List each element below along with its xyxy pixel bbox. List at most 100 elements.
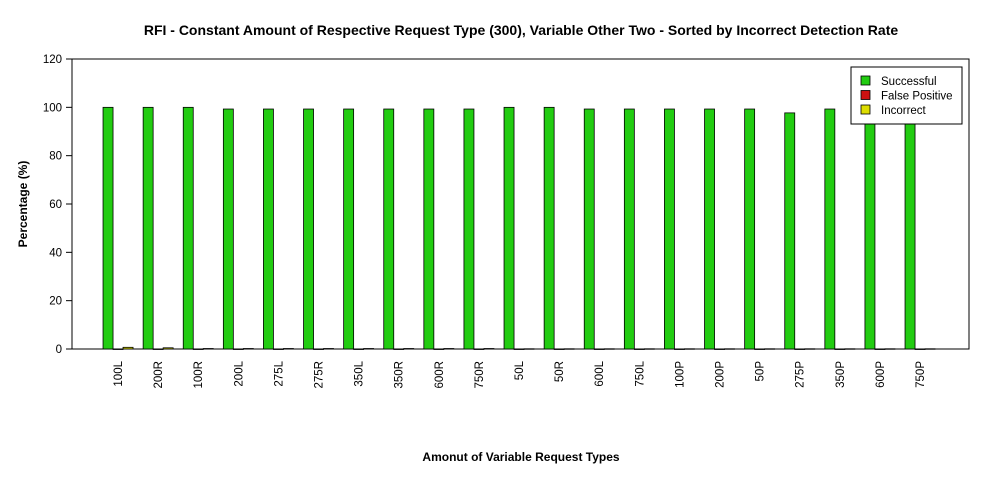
bar-false-positive	[112, 348, 124, 350]
bar-successful	[824, 108, 836, 350]
bar-successful	[543, 106, 555, 350]
legend-label: Successful	[881, 76, 937, 88]
bar-incorrect	[804, 348, 816, 350]
bar-false-positive	[714, 348, 725, 350]
bar-false-positive	[834, 348, 846, 350]
bar-false-positive	[593, 348, 605, 350]
x-tick-label: 350P	[835, 361, 847, 388]
bar-incorrect	[563, 348, 575, 350]
x-axis-label: Amonut of Variable Request Types	[422, 450, 619, 464]
bar-successful	[423, 108, 435, 350]
bars	[102, 106, 936, 350]
bar-incorrect	[643, 348, 655, 350]
x-tick-label: 350R	[394, 361, 406, 389]
y-tick-label: 20	[49, 296, 62, 308]
bar-incorrect	[684, 348, 695, 350]
x-tick-label: 600L	[594, 360, 606, 386]
bar-false-positive	[273, 348, 284, 350]
x-tick-label: 200R	[153, 361, 165, 389]
bar-incorrect	[483, 348, 495, 350]
bar-successful	[904, 108, 916, 350]
bar-successful	[383, 108, 395, 350]
bar-false-positive	[433, 348, 445, 350]
y-tick-label: 80	[49, 151, 62, 163]
legend-swatch	[860, 90, 871, 100]
bar-successful	[303, 108, 314, 350]
x-tick-label: 275R	[314, 361, 326, 389]
y-axis: 0 20 40 60 80 100 120	[43, 54, 72, 356]
x-tick-label: 100P	[674, 361, 686, 388]
bar-false-positive	[874, 348, 886, 350]
x-tick-label: 350L	[354, 360, 366, 386]
bar-incorrect	[443, 348, 455, 350]
legend: Successful False Positive Incorrect	[850, 66, 963, 125]
x-tick-label: 100R	[193, 361, 205, 389]
x-tick-label: 600R	[434, 361, 446, 389]
bar-false-positive	[232, 348, 244, 350]
bar-incorrect	[844, 348, 856, 350]
y-axis-label: Percentage (%)	[16, 161, 30, 248]
bar-successful	[102, 106, 114, 350]
bar-successful	[704, 108, 715, 350]
x-tick-label: 200P	[715, 361, 727, 388]
bar-false-positive	[473, 348, 485, 350]
y-tick-label: 60	[49, 199, 62, 211]
x-tick-label: 100L	[113, 360, 125, 386]
legend-swatch	[860, 75, 871, 86]
legend-label: False Positive	[881, 91, 953, 103]
bar-successful	[182, 106, 194, 350]
bar-successful	[463, 108, 475, 350]
bar-incorrect	[363, 348, 375, 350]
bar-incorrect	[162, 347, 174, 350]
bar-false-positive	[674, 348, 685, 350]
x-tick-label: 750L	[634, 360, 646, 386]
legend-swatch	[860, 104, 871, 115]
y-tick-label: 40	[49, 247, 62, 259]
bar-incorrect	[242, 348, 254, 350]
bar-successful	[583, 108, 595, 350]
bar-successful	[222, 108, 234, 350]
bar-incorrect	[724, 348, 735, 350]
bar-false-positive	[914, 348, 926, 350]
bar-incorrect	[523, 348, 535, 350]
bar-successful	[744, 108, 756, 350]
bar-successful	[864, 108, 876, 350]
bar-incorrect	[884, 348, 896, 350]
x-tick-label: 275P	[795, 361, 807, 388]
x-tick-label: 750R	[474, 361, 486, 389]
x-tick-label: 200L	[233, 360, 245, 386]
bar-false-positive	[152, 348, 164, 350]
bar-successful	[664, 108, 675, 350]
bar-false-positive	[192, 348, 204, 350]
bar-incorrect	[403, 348, 415, 350]
bar-false-positive	[513, 348, 525, 350]
y-tick-label: 100	[43, 102, 62, 114]
x-tick-label: 600P	[875, 361, 887, 388]
chart-title: RFI - Constant Amount of Respective Requ…	[144, 22, 899, 38]
bar-incorrect	[764, 348, 776, 350]
bar-false-positive	[393, 348, 405, 350]
y-tick-label: 0	[56, 344, 62, 356]
bar-false-positive	[353, 348, 365, 350]
bar-false-positive	[794, 348, 806, 350]
x-tick-label: 50P	[755, 361, 767, 382]
x-tick-label: 750P	[915, 361, 927, 388]
bar-incorrect	[202, 348, 214, 350]
x-tick-label: 50L	[514, 360, 526, 380]
bar-false-positive	[754, 348, 766, 350]
bar-successful	[503, 106, 515, 350]
bar-incorrect	[924, 348, 936, 350]
bar-incorrect	[283, 348, 294, 350]
x-axis: 100L 200R 100R 200L 275L 275R 350L 350R 600R 750R…	[113, 360, 927, 388]
bar-successful	[142, 106, 154, 350]
bar-successful	[784, 112, 796, 350]
legend-label: Incorrect	[881, 105, 927, 117]
bar-false-positive	[313, 348, 324, 350]
bar-incorrect	[323, 348, 334, 350]
bar-incorrect	[603, 348, 615, 350]
y-tick-label: 120	[43, 54, 62, 66]
bar-incorrect	[122, 346, 134, 350]
bar-successful	[343, 108, 355, 350]
x-tick-label: 275L	[273, 360, 285, 386]
